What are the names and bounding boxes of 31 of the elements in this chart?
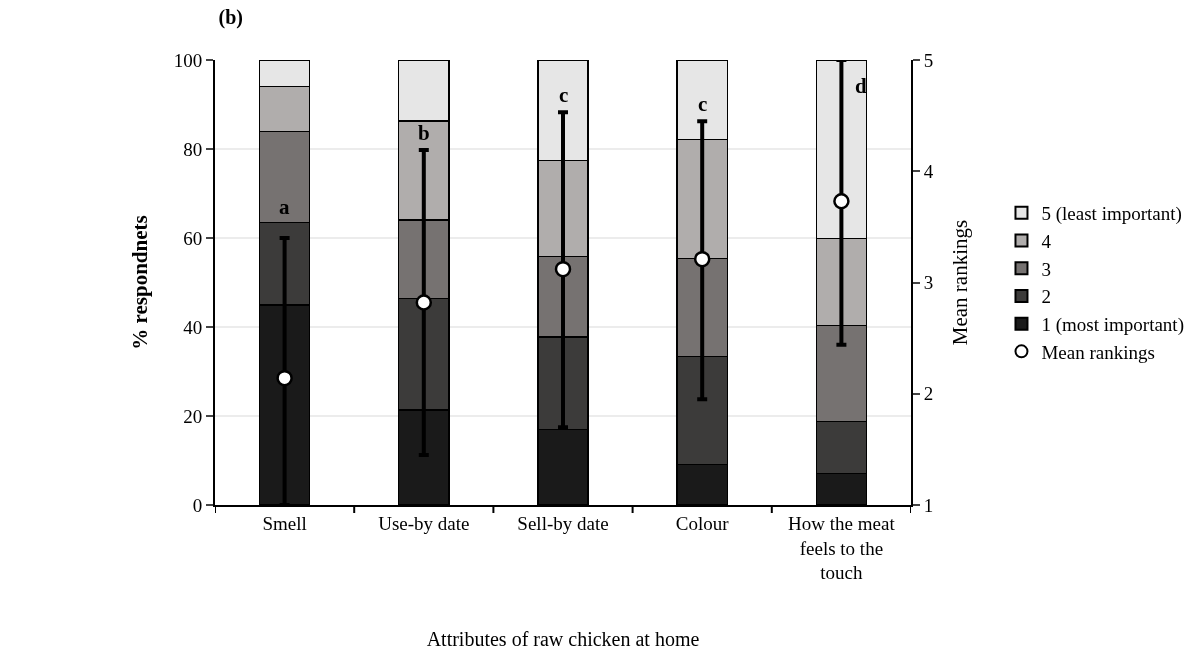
x-tick-label: Use-by date — [378, 512, 470, 534]
y2-tick-label: 5 — [923, 49, 934, 71]
legend-label: Mean rankings — [1041, 341, 1155, 363]
y-tick-label: 20 — [183, 405, 203, 427]
legend-label: 5 (least important) — [1041, 203, 1182, 226]
legend-label: 2 — [1041, 286, 1051, 308]
y2-axis-title: Mean rankings — [948, 219, 973, 346]
legend-label: 4 — [1041, 230, 1052, 252]
x-tick-label: Smell — [262, 512, 307, 534]
y-tick-label: 60 — [183, 227, 203, 249]
y-tick-label: 0 — [192, 494, 203, 516]
y-axis-title: % respondnets — [128, 215, 153, 350]
y2-tick-label: 3 — [923, 272, 934, 294]
y2-tick-label: 4 — [923, 160, 934, 182]
x-axis-title: Attributes of raw chicken at home — [426, 628, 700, 651]
x-tick-label: Colour — [675, 512, 730, 534]
y-tick-label: 40 — [183, 316, 203, 338]
y-tick-label: 80 — [183, 138, 203, 160]
legend-label: 3 — [1041, 258, 1051, 280]
y2-tick-label: 1 — [923, 494, 934, 516]
y-tick-label: 100 — [173, 49, 203, 71]
x-tick-label: How the meat feels to the touch — [788, 512, 896, 584]
annotation: c — [698, 92, 708, 116]
annotation: c — [559, 83, 569, 107]
annotation: a — [279, 195, 290, 219]
annotation: d — [855, 74, 867, 98]
x-tick-label: Sell-by date — [517, 512, 609, 534]
y2-tick-label: 2 — [923, 383, 934, 405]
annotation: b — [418, 121, 430, 145]
chart-title: (b) — [218, 5, 243, 29]
legend-label: 1 (most important) — [1041, 314, 1184, 337]
